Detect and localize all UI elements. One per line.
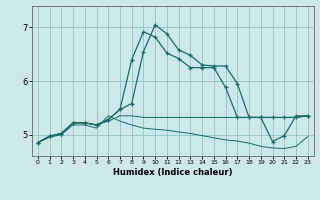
X-axis label: Humidex (Indice chaleur): Humidex (Indice chaleur)	[113, 168, 233, 177]
